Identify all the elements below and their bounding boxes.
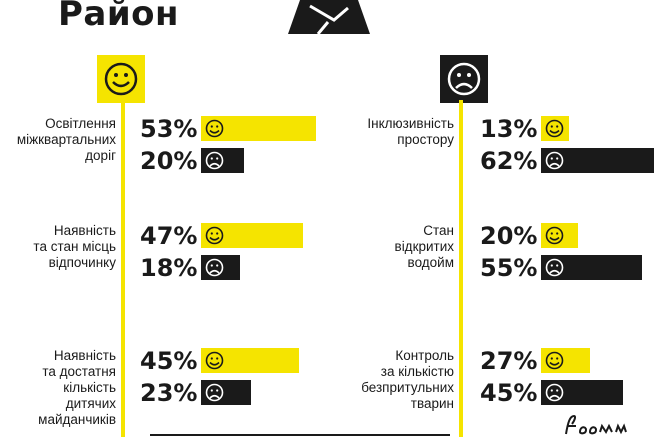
category-label-line: водойм [407, 255, 454, 270]
positive-value-label: 27% [480, 347, 538, 375]
category-label: Наявність та стан місць відпочинку [0, 223, 116, 271]
happy-face-icon [544, 225, 565, 246]
negative-bar [201, 255, 241, 280]
category-label: Наявність та достатня кількість дитячих майд… [0, 348, 116, 428]
sad-face-icon [544, 150, 565, 171]
sad-face-icon [204, 257, 225, 278]
category-label-line: Контроль [395, 348, 454, 363]
happy-face-icon [544, 118, 565, 139]
category-label-line: відпочинку [48, 255, 116, 270]
category-label-line: та стан місць [33, 239, 116, 254]
right-axis-line [459, 100, 463, 437]
category-label-line: за кількістю [380, 364, 454, 379]
positive-value-label: 47% [140, 222, 198, 250]
sad-face-icon [440, 55, 488, 103]
positive-bar [541, 348, 591, 373]
category-label: Інклюзивність простору [334, 116, 454, 148]
positive-value-label: 20% [480, 222, 538, 250]
category-label-line: та достатня [42, 364, 116, 379]
happy-face-icon [97, 55, 145, 103]
category-label: Стан відкритих водойм [334, 223, 454, 271]
negative-bar [201, 380, 251, 405]
positive-bar [201, 116, 316, 141]
positive-bar [201, 223, 303, 248]
category-label-line: Освітлення [45, 116, 116, 131]
negative-value-label: 45% [480, 379, 538, 407]
happy-face-icon [204, 350, 225, 371]
category-label-line: міжквартальних [16, 132, 116, 147]
category-label-line: дитячих [65, 396, 116, 411]
category-label-line: Наявність [53, 348, 116, 363]
category-label-line: безпритульних [361, 380, 454, 395]
negative-bar [541, 255, 642, 280]
category-label-line: кількість [63, 380, 116, 395]
happy-face-icon [544, 350, 565, 371]
positive-bar [541, 223, 578, 248]
category-label-line: простору [397, 132, 454, 147]
signature-logo [565, 414, 627, 435]
map-icon [288, 0, 370, 34]
category-label-line: доріг [85, 148, 116, 163]
negative-bar [541, 148, 655, 173]
category-label-line: Наявність [53, 223, 116, 238]
category-label-line: відкритих [394, 239, 454, 254]
category-label-line: майданчиків [38, 412, 116, 427]
negative-value-label: 18% [140, 254, 198, 282]
category-label: Освітлення міжквартальних доріг [0, 116, 116, 164]
positive-bar [201, 348, 299, 373]
page-title: Район [58, 0, 180, 34]
negative-value-label: 20% [140, 147, 198, 175]
category-label: Контроль за кількістю безпритульних тварин [334, 348, 454, 412]
sad-face-icon [204, 382, 225, 403]
sad-face-icon [544, 382, 565, 403]
happy-face-icon [204, 225, 225, 246]
category-label-line: Стан [423, 223, 454, 238]
happy-face-icon [204, 118, 225, 139]
left-axis-line [121, 100, 125, 437]
negative-bar [201, 148, 245, 173]
positive-value-label: 45% [140, 347, 198, 375]
positive-bar [541, 116, 569, 141]
negative-value-label: 23% [140, 379, 198, 407]
negative-bar [541, 380, 624, 405]
bottom-divider [150, 434, 450, 436]
sad-face-icon [544, 257, 565, 278]
negative-value-label: 55% [480, 254, 538, 282]
sad-face-icon [204, 150, 225, 171]
positive-value-label: 53% [140, 115, 198, 143]
negative-value-label: 62% [480, 147, 538, 175]
category-label-line: тварин [410, 396, 454, 411]
positive-value-label: 13% [480, 115, 538, 143]
category-label-line: Інклюзивність [367, 116, 454, 131]
